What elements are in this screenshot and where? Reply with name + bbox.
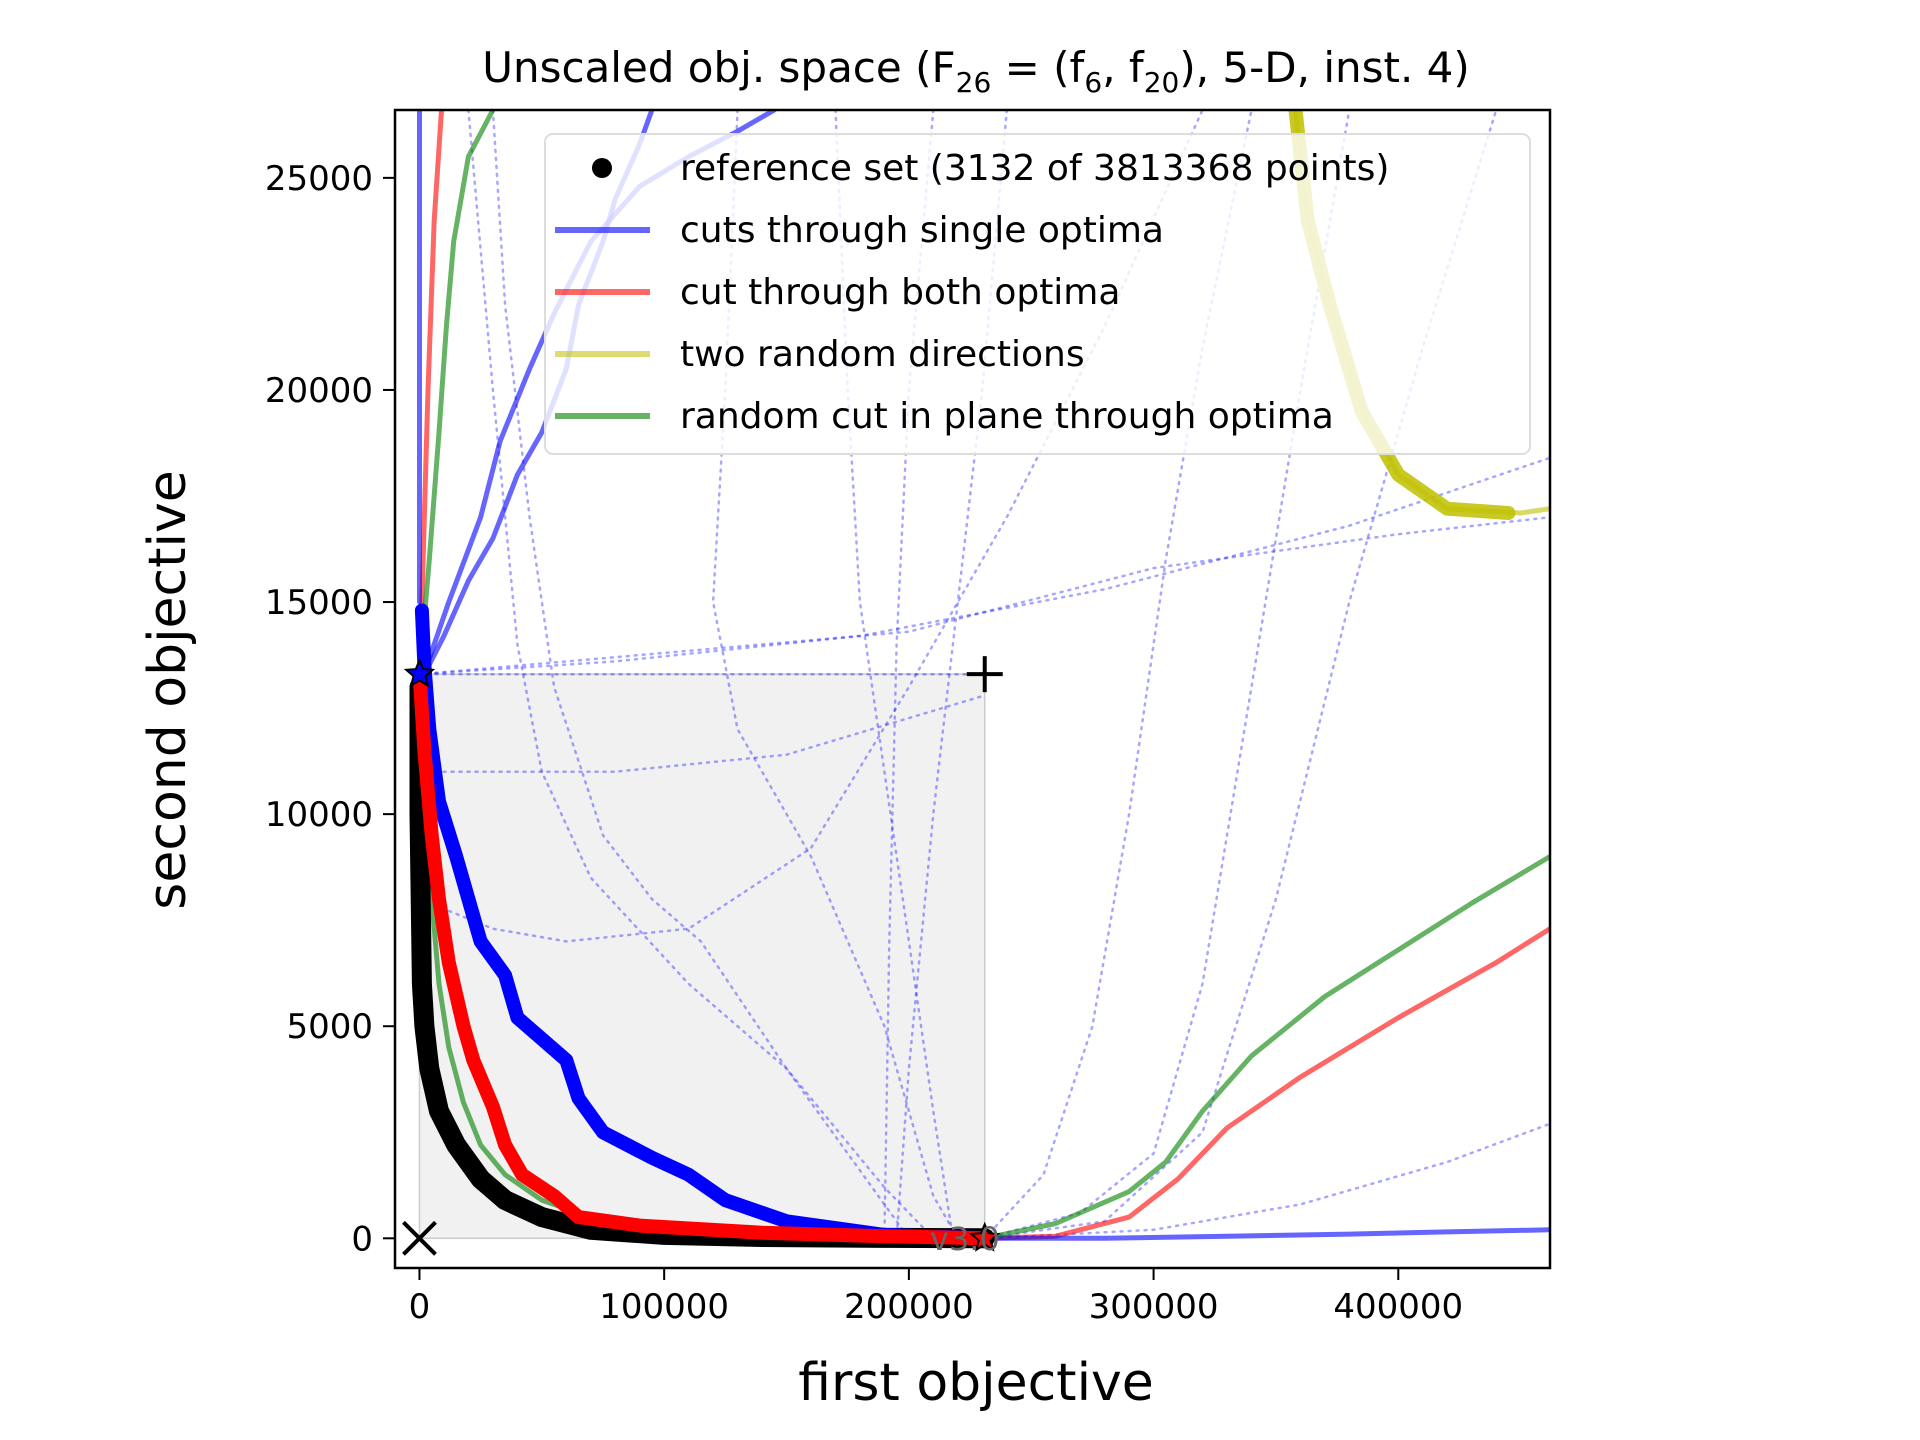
- y-tick-label-1: 5000: [286, 1007, 373, 1047]
- legend-swatch-0: [592, 158, 612, 178]
- legend-label-0: reference set (3132 of 3813368 points): [680, 148, 1389, 189]
- optimum-2-star: [968, 1221, 1001, 1252]
- legend-entry-2: cut through both optima: [555, 272, 1120, 313]
- y-tick-label-3: 15000: [265, 583, 373, 623]
- ideal-point-marker: [402, 1220, 437, 1256]
- dotted-cut-3: [418, 694, 986, 773]
- legend-label-2: cut through both optima: [680, 272, 1120, 313]
- dominated-region: [418, 673, 986, 1240]
- legend-entry-3: two random directions: [555, 334, 1085, 375]
- x-tick-label-0: 0: [409, 1287, 431, 1327]
- legend-label-3: two random directions: [680, 334, 1085, 375]
- series-line-9: [417, 110, 496, 677]
- legend-label-4: random cut in plane through optima: [680, 396, 1334, 437]
- series-line-4: [982, 926, 1550, 1241]
- series-line-3: [417, 110, 444, 677]
- dotted-cut-10: [491, 110, 911, 1240]
- plot-frame: [393, 108, 1552, 1270]
- x-tick-label-4: 400000: [1333, 1287, 1463, 1327]
- dotted-cut-6: [711, 110, 960, 1240]
- y-tick-label-2: 10000: [265, 795, 373, 835]
- chart-title: Unscaled obj. space (F26 = (f6, f20), 5-…: [482, 43, 1470, 99]
- legend-label-1: cuts through single optima: [680, 210, 1164, 251]
- y-tick-label-4: 20000: [265, 371, 373, 411]
- legend: reference set (3132 of 3813368 points) cu…: [544, 133, 1531, 455]
- x-axis-label: first objective: [798, 1353, 1154, 1413]
- series-line-1: [414, 603, 992, 1246]
- x-tick-label-3: 300000: [1089, 1287, 1219, 1327]
- optimum-1-star: [403, 657, 436, 688]
- version-label: v3.0: [930, 1220, 1000, 1258]
- series-line-8: [982, 1227, 1550, 1241]
- legend-entry-1: cuts through single optima: [555, 210, 1164, 251]
- y-axis-ticks: 0 5000 10000 15000 20000 25000: [265, 159, 395, 1259]
- marker-layer: [402, 657, 1001, 1256]
- y-axis-label: second objective: [138, 470, 198, 909]
- x-tick-label-1: 100000: [599, 1287, 729, 1327]
- dotted-cut-8: [883, 110, 935, 1240]
- legend-entry-0: reference set (3132 of 3813368 points): [592, 148, 1389, 189]
- dotted-cut-13: [983, 1122, 1550, 1240]
- dotted-cut-5: [467, 110, 935, 1240]
- legend-entry-4: random cut in plane through optima: [555, 396, 1334, 437]
- y-tick-label-0: 0: [351, 1219, 373, 1259]
- dotted-cut-4: [418, 110, 1204, 943]
- x-axis-ticks: 0 100000 200000 300000 400000: [409, 1268, 1463, 1327]
- dotted-cut-2: [418, 515, 1550, 676]
- legend-box: [544, 133, 1531, 455]
- nadir-point-marker: [966, 656, 1003, 693]
- x-tick-label-2: 200000: [844, 1287, 974, 1327]
- y-tick-label-5: 25000: [265, 159, 373, 199]
- series-line-11: [982, 854, 1550, 1241]
- series-line-2: [412, 667, 992, 1246]
